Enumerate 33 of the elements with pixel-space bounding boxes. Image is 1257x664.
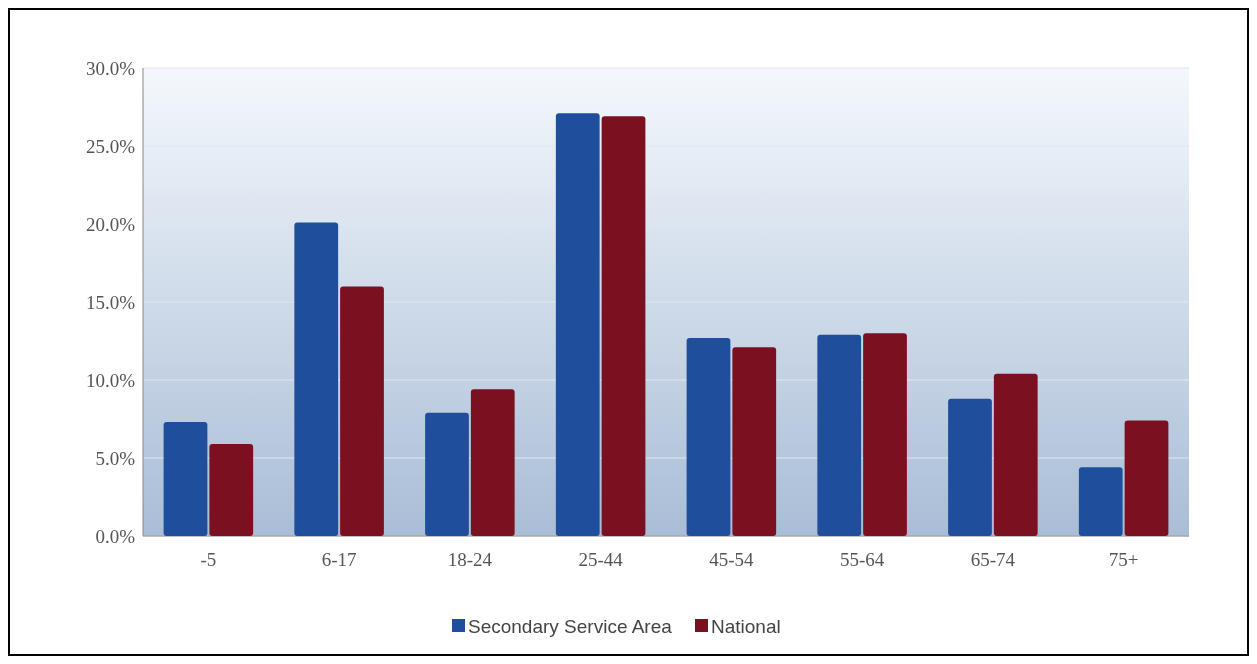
bar [1078, 467, 1123, 536]
bar [555, 113, 600, 536]
bar [817, 334, 862, 536]
x-tick-label: 18-24 [447, 549, 493, 570]
x-tick-label: 55-64 [839, 549, 885, 570]
bar [993, 373, 1038, 536]
x-tick-label: 75+ [1108, 549, 1139, 570]
x-tick-label: 25-44 [578, 549, 624, 570]
y-tick-label: 30.0% [85, 57, 136, 79]
x-tick-label: -5 [200, 549, 217, 570]
y-tick-label: 0.0% [95, 525, 136, 547]
bar [601, 116, 646, 536]
bar [686, 337, 731, 536]
bar [340, 286, 384, 536]
legend-label: National [711, 615, 781, 637]
x-tick-label: 6-17 [321, 549, 357, 570]
y-tick-label: 15.0% [85, 291, 136, 313]
bar [425, 412, 469, 536]
y-tick-label: 10.0% [85, 369, 136, 391]
bar [163, 422, 208, 536]
bar [948, 398, 992, 536]
y-tick-label: 25.0% [85, 135, 136, 157]
y-tick-label: 5.0% [95, 447, 136, 469]
bar [470, 389, 515, 536]
bar [732, 347, 777, 536]
bar [863, 333, 907, 536]
x-tick-label: 65-74 [970, 549, 1016, 570]
bar [209, 443, 254, 536]
bar [1124, 420, 1169, 536]
x-tick-label: 45-54 [709, 549, 755, 570]
y-tick-label: 20.0% [85, 213, 136, 235]
bar [294, 222, 339, 536]
legend-label: Secondary Service Area [468, 615, 673, 637]
